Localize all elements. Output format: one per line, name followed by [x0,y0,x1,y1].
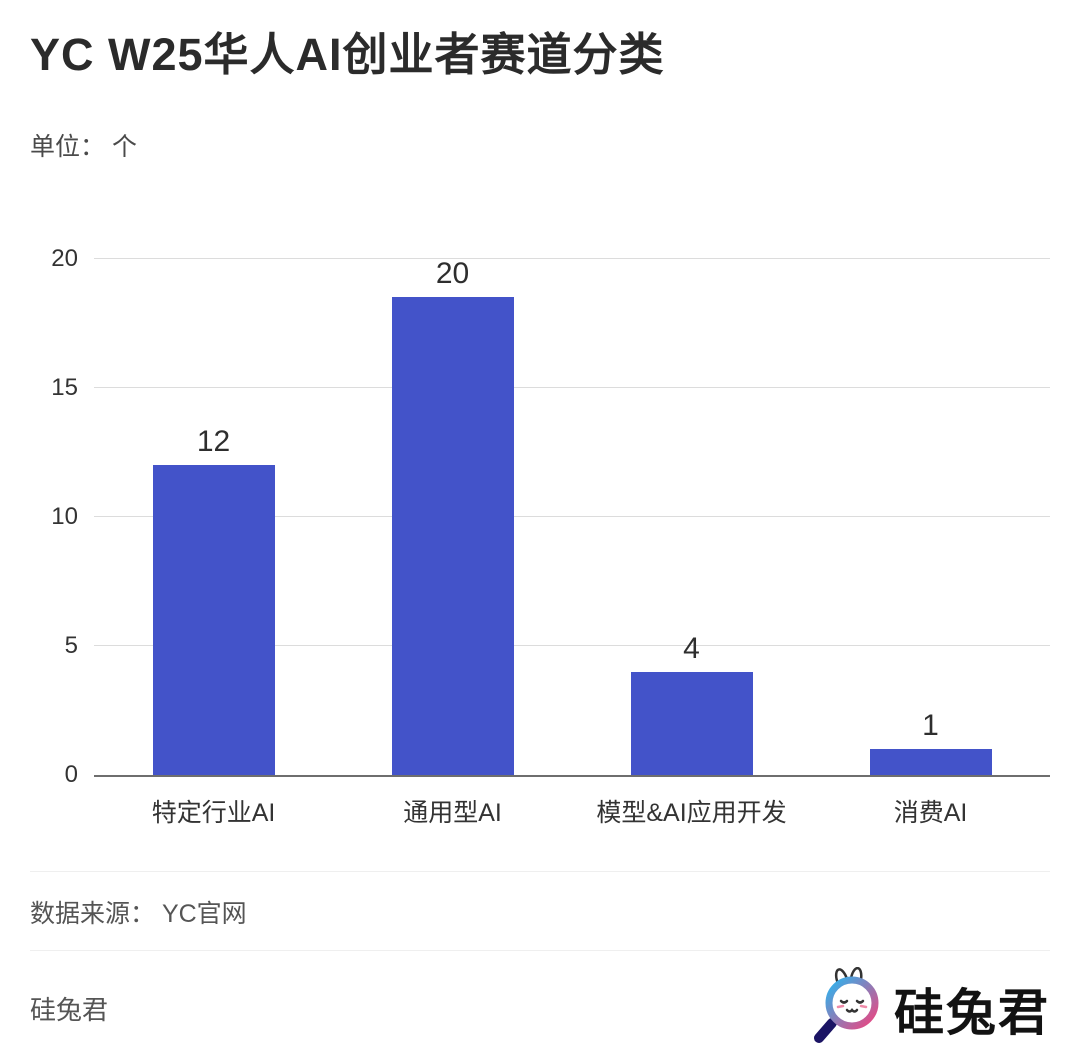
x-axis: 特定行业AI 通用型AI 模型&AI应用开发 消费AI [94,793,1050,829]
gridline [94,387,1050,388]
bar-value-label: 12 [196,425,231,459]
source-label: 数据来源： YC官网 [30,871,1050,950]
brand-logo-text: 硅兔君 [894,984,1050,1041]
bar-value-label: 4 [683,631,700,665]
x-axis-label: 特定行业AI [151,799,276,827]
footer: 硅兔君 [30,950,1050,1050]
x-axis-label: 模型&AI应用开发 [596,799,787,827]
bar-chart: 0 5 10 15 20 12 20 4 1 特定行业AI 通用型AI 模型&AI应用开发 消费AI [30,245,1050,829]
bar-消费AI [869,749,992,775]
y-tick-label: 10 [51,503,78,530]
brand-logo: 硅兔君 [810,966,1050,1050]
plot-area: 0 5 10 15 20 12 20 4 1 [51,245,1050,788]
y-tick-label: 15 [51,374,78,401]
x-axis-labels: 特定行业AI 通用型AI 模型&AI应用开发 消费AI [94,793,1050,829]
bar-slot: 20 [333,259,572,775]
bar-slot: 4 [572,259,811,775]
bars: 12 20 4 1 [94,259,1050,775]
x-axis-label: 通用型AI [403,799,502,827]
bar-slot: 12 [94,259,333,775]
y-tick-label: 20 [51,245,78,272]
page-title: YC W25华人AI创业者赛道分类 [30,29,665,80]
gridline [94,516,1050,517]
bar-通用型AI [391,297,514,775]
bar-value-label: 1 [922,709,939,743]
bar-value-label: 20 [435,257,470,290]
x-axis-label: 消费AI [893,799,968,827]
gridline [94,645,1050,646]
gridline [94,258,1050,259]
unit-label: 单位： 个 [30,133,137,161]
footer-author: 硅兔君 [30,995,109,1025]
bar-slot: 1 [811,259,1050,775]
bar-特定行业AI [152,465,275,775]
y-tick-label: 0 [64,761,78,788]
plot-outer: 0 5 10 15 20 12 20 4 1 [51,245,1050,788]
rabbit-magnifier-icon [810,966,888,1050]
y-tick-label: 5 [64,632,78,659]
bar-模型&AI应用开发 [630,671,753,775]
